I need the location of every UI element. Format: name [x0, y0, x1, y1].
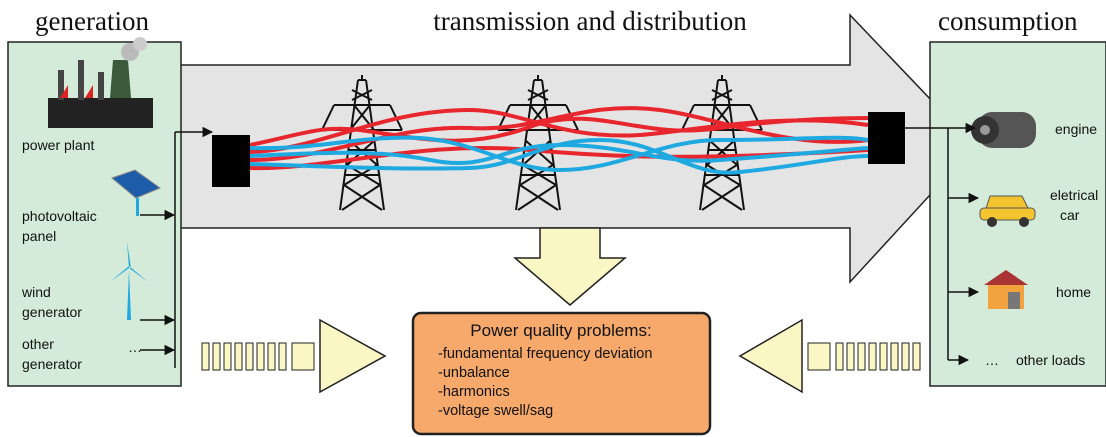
- stripe: [807, 342, 831, 371]
- path: [984, 270, 1028, 285]
- cons-label: other loads: [1016, 352, 1085, 368]
- stripe: [846, 342, 855, 371]
- rect: [98, 72, 104, 100]
- left-arrow: [319, 318, 387, 394]
- side-arrows: [201, 342, 921, 371]
- stripe: [234, 342, 243, 371]
- stripe: [267, 342, 276, 371]
- cons-label: engine: [1055, 121, 1097, 137]
- solar-icon: [111, 169, 162, 216]
- stripe: [245, 342, 254, 371]
- tower: [681, 75, 763, 211]
- circle: [987, 217, 997, 227]
- problems-box: [411, 311, 712, 436]
- stripe: [201, 342, 210, 371]
- stripe: [256, 342, 265, 371]
- problem-item: -unbalance: [438, 365, 510, 381]
- path: [110, 242, 148, 282]
- problems-title: Power quality problems:: [470, 321, 651, 340]
- circle: [1019, 217, 1029, 227]
- car-icon: [979, 195, 1036, 227]
- stripe: [912, 342, 921, 371]
- path: [249, 107, 869, 154]
- down-arrow: [512, 227, 628, 306]
- right-arrow: [738, 318, 803, 394]
- path: [60, 85, 93, 98]
- substation: [212, 135, 250, 187]
- line: eletrical: [1050, 187, 1098, 203]
- gen-more: …: [128, 339, 142, 355]
- path: [249, 146, 869, 171]
- stripe: [291, 342, 315, 371]
- line: car: [1060, 207, 1080, 223]
- line: generator: [22, 304, 82, 320]
- cons-more: …: [985, 352, 999, 368]
- line: photovoltaic: [22, 208, 97, 224]
- line: wind: [21, 284, 51, 300]
- path: [111, 169, 162, 199]
- circle: [980, 125, 990, 135]
- stripe: [857, 342, 866, 371]
- heading: transmission and distribution: [433, 6, 747, 36]
- engine-icon: [971, 112, 1036, 148]
- line: generator: [22, 356, 82, 372]
- path: [249, 106, 869, 162]
- circle: [133, 37, 147, 51]
- line: panel: [22, 228, 56, 244]
- path: [127, 270, 131, 320]
- rect: [78, 60, 84, 100]
- line: other: [22, 336, 54, 352]
- gen-label: other generator: [22, 336, 82, 372]
- stripe: [879, 342, 888, 371]
- wires: [249, 106, 869, 175]
- substation: [868, 112, 905, 164]
- rect: [136, 198, 139, 216]
- stripe: [901, 342, 910, 371]
- line: power plant: [22, 137, 94, 153]
- stripe: [212, 342, 221, 371]
- transmission-arrow: [179, 13, 977, 284]
- cons-label: home: [1056, 284, 1091, 300]
- gen-label: power plant: [22, 137, 94, 153]
- cons-label: eletrical car: [1050, 187, 1098, 223]
- stripe: [278, 342, 287, 371]
- wind-icon: [110, 242, 148, 320]
- power-plant-icon: [48, 37, 153, 128]
- heading: generation: [35, 6, 149, 36]
- problem-item: -voltage swell/sag: [438, 403, 553, 419]
- rect: [48, 98, 153, 128]
- path: [249, 135, 869, 173]
- rect: [1008, 292, 1020, 309]
- problem-item: -fundamental frequency deviation: [438, 346, 652, 362]
- stripe: [223, 342, 232, 371]
- home-icon: [984, 270, 1028, 309]
- heading: consumption: [938, 6, 1078, 36]
- stripe: [890, 342, 899, 371]
- towers: [321, 75, 763, 211]
- connectors: [140, 122, 980, 368]
- path: [249, 137, 869, 175]
- stripe: [868, 342, 877, 371]
- path: [110, 60, 131, 98]
- stripe: [835, 342, 844, 371]
- rect: [979, 207, 1036, 221]
- gen-label: photovoltaic panel: [22, 208, 97, 244]
- problem-item: -harmonics: [438, 384, 510, 400]
- gen-label: wind generator: [21, 284, 82, 320]
- rect: [58, 70, 64, 100]
